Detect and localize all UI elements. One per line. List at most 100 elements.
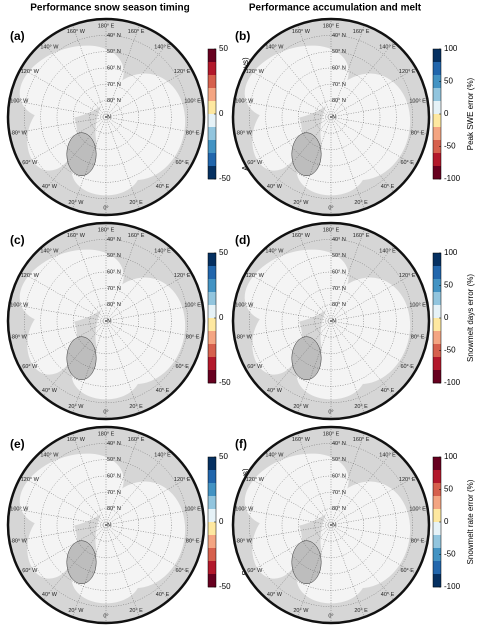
latitude-line (281, 271, 381, 371)
longitude-label: 20° W (293, 608, 309, 614)
greenland (66, 336, 97, 381)
longitude-label: 100° W (10, 303, 29, 309)
greenland (291, 132, 322, 177)
land (252, 306, 302, 375)
longitude-label: 20° E (354, 608, 368, 614)
colorbar-segment (433, 62, 441, 76)
longitude-label: 100° E (409, 303, 426, 309)
longitude-label: 120° W (246, 477, 265, 483)
colorbar-segment (208, 305, 216, 319)
colorbar-segment (433, 266, 441, 280)
latitude-line (89, 304, 123, 338)
longitude-label: 120° E (399, 69, 416, 75)
latitude-label: 70° N (332, 286, 346, 292)
longitude-label: 60° E (175, 160, 189, 166)
greenland (66, 540, 97, 585)
longitude-label: 180° E (323, 227, 340, 233)
colorbar-segment (433, 292, 441, 306)
colorbar-tick-label: -50 (444, 550, 456, 559)
longitude-label: 180° E (323, 23, 340, 29)
land (27, 306, 77, 375)
longitude-label: 80° W (237, 334, 253, 340)
colorbar-segment (208, 574, 216, 588)
longitude-label: 0° (103, 613, 108, 619)
colorbar-segment (208, 457, 216, 471)
longitude-label: 160° E (353, 29, 370, 35)
colorbar-tick-label: 0 (219, 517, 224, 526)
longitude-label: 60° W (247, 364, 263, 370)
longitude-label: 60° E (400, 568, 414, 574)
longitude-label: 40° E (156, 184, 170, 190)
longitude-label: 40° E (381, 592, 395, 598)
colorbar-tick-label: -50 (219, 582, 231, 591)
colorbar-segment (433, 522, 441, 536)
latitude-line (24, 443, 188, 607)
colorbar-segment (208, 522, 216, 536)
colorbar-segment (433, 535, 441, 549)
longitude-label: 100° E (184, 507, 201, 513)
colorbar-tick-label: -100 (444, 174, 461, 183)
longitude-label: 160° W (292, 437, 311, 443)
map (233, 427, 429, 623)
longitude-label: 140° W (265, 453, 284, 459)
longitude-label: 140° W (40, 45, 59, 51)
longitude-label: 60° E (400, 364, 414, 370)
longitude-label: 80° E (186, 130, 200, 136)
longitude-label: 80° W (12, 130, 28, 136)
latitude-label: 80° N (332, 98, 346, 104)
latitude-label: N (332, 318, 336, 324)
latitude-line (73, 492, 139, 558)
latitude-line (314, 508, 348, 542)
map (233, 223, 429, 419)
colorbar-segment (433, 114, 441, 128)
colorbar-segment (433, 548, 441, 562)
colorbar-label: Snowmelt rate error (%) (466, 479, 475, 564)
latitude-label: 60° N (107, 473, 121, 479)
colorbar-segment (433, 483, 441, 497)
latitude-label: 70° N (107, 490, 121, 496)
land (27, 510, 77, 579)
longitude-label: 20° E (129, 608, 143, 614)
map-border (231, 221, 431, 421)
colorbar-tick-label: 0 (219, 109, 224, 118)
colorbar-segment (208, 548, 216, 562)
colorbar-tick-label: 0 (219, 313, 224, 322)
longitude-label: 80° E (186, 334, 200, 340)
longitude-label: 60° W (22, 568, 38, 574)
colorbar-tick-label: 50 (219, 248, 228, 257)
longitude-label: 160° W (67, 233, 86, 239)
panel-letter: (e) (10, 437, 25, 451)
latitude-label: 50° N (332, 457, 346, 463)
latitude-line (298, 288, 364, 354)
colorbar-segment (208, 266, 216, 280)
latitude-line (89, 100, 123, 134)
colorbar-tick-label: 0 (444, 517, 449, 526)
latitude-label: N (332, 522, 336, 528)
colorbar-segment (208, 114, 216, 128)
colorbar-tick-label: -50 (444, 346, 456, 355)
panel-letter: (c) (10, 233, 25, 247)
longitude-label: 60° E (400, 160, 414, 166)
longitude-label: 120° E (174, 273, 191, 279)
colorbar-segment (208, 140, 216, 154)
longitude-label: 20° E (129, 404, 143, 410)
colorbar-segment (208, 292, 216, 306)
latitude-line (24, 239, 188, 403)
longitude-label: 140° E (379, 249, 396, 255)
longitude-label: 160° W (67, 437, 86, 443)
colorbar-tick-label: 0 (444, 109, 449, 118)
colorbar-segment (433, 305, 441, 319)
longitude-label: 0° (328, 409, 333, 415)
map-border (6, 425, 206, 625)
colorbar-segment (433, 318, 441, 332)
panel-letter: (a) (10, 29, 25, 43)
colorbar-segment (433, 49, 441, 63)
colorbar-tick-label: -50 (219, 174, 231, 183)
longitude-label: 100° E (409, 507, 426, 513)
longitude-label: 160° E (128, 233, 145, 239)
longitude-label: 80° W (12, 334, 28, 340)
latitude-line (249, 35, 413, 199)
latitude-label: N (107, 318, 111, 324)
map-border (231, 17, 431, 217)
longitude-label: 60° W (22, 160, 38, 166)
